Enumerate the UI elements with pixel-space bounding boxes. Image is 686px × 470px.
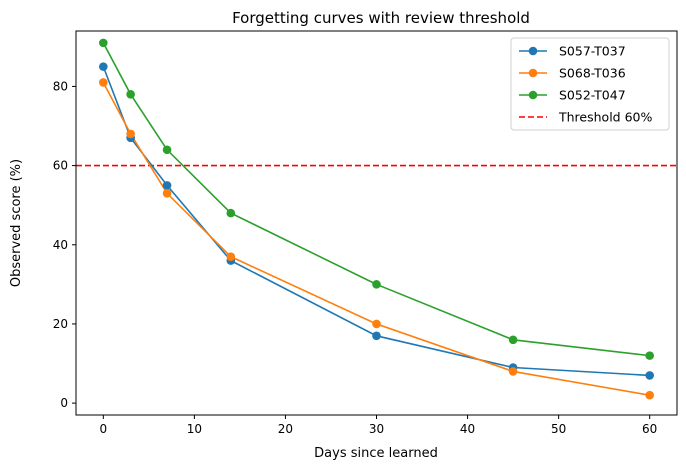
data-point-S057-T037-0 xyxy=(99,62,108,71)
legend-label-threshold: Threshold 60% xyxy=(558,110,652,125)
y-tick-label: 0 xyxy=(60,396,68,410)
legend-box xyxy=(510,37,670,131)
legend-label-S057-T037: S057-T037 xyxy=(559,44,626,59)
data-point-S052-T047-30 xyxy=(372,280,381,289)
x-tick-label: 10 xyxy=(187,422,202,436)
legend-label-S052-T047: S052-T047 xyxy=(559,88,626,103)
legend-label-S068-T036: S068-T036 xyxy=(559,66,626,81)
axis-ticks: 0 10 20 30 40 50 60 0 20 40 60 80 xyxy=(53,79,658,436)
y-axis-label: Observed score (%) xyxy=(9,159,24,287)
plot-area xyxy=(76,38,677,400)
data-point-S052-T047-14 xyxy=(226,208,236,218)
data-point-S052-T047-45 xyxy=(508,335,518,345)
data-point-S052-T047-7 xyxy=(162,145,172,155)
data-point-S057-T037-7 xyxy=(162,181,172,190)
y-tick-label: 80 xyxy=(53,79,68,93)
x-axis-label: Days since learned xyxy=(314,446,438,461)
x-tick-label: 20 xyxy=(278,422,293,436)
data-point-S052-T047-0 xyxy=(99,38,108,48)
x-tick-label: 0 xyxy=(99,422,107,436)
data-point-S052-T047-3 xyxy=(126,90,135,99)
y-tick-label: 40 xyxy=(53,238,68,252)
data-point-S068-T036-60 xyxy=(645,390,654,400)
data-point-S057-T037-30 xyxy=(372,331,381,341)
data-point-S052-T047-60 xyxy=(645,351,654,360)
data-point-S068-T036-30 xyxy=(372,319,381,329)
legend-marker-S052-T047 xyxy=(528,90,538,100)
data-point-S068-T036-7 xyxy=(162,189,172,198)
x-tick-label: 30 xyxy=(369,422,384,436)
y-tick-label: 20 xyxy=(53,317,68,331)
legend-marker-S068-T036 xyxy=(528,68,538,78)
legend: S057-T037 S068-T036 S052-T047 Threshold 60% xyxy=(510,37,670,131)
data-point-S068-T036-45 xyxy=(508,367,518,376)
data-point-S068-T036-3 xyxy=(126,129,135,139)
chart-title: Forgetting curves with review threshold xyxy=(232,9,530,27)
data-point-S057-T037-60 xyxy=(645,371,654,380)
data-point-S068-T036-14 xyxy=(226,252,236,261)
legend-marker-S057-T037 xyxy=(528,46,538,56)
x-tick-label: 60 xyxy=(642,422,657,436)
x-tick-label: 50 xyxy=(551,422,566,436)
y-tick-label: 60 xyxy=(53,159,68,173)
x-tick-label: 40 xyxy=(460,422,475,436)
data-point-S068-T036-0 xyxy=(99,78,108,87)
